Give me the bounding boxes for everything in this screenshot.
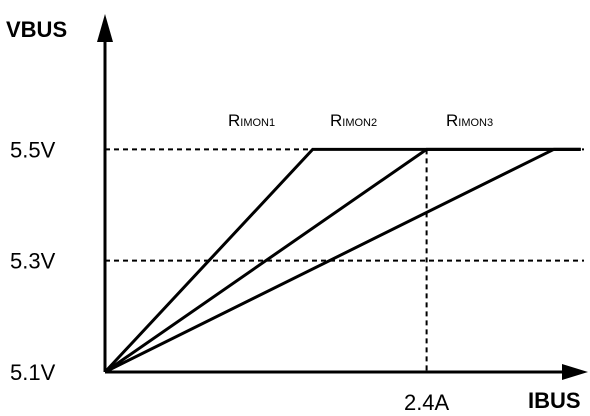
series-lines <box>103 147 581 374</box>
series-label-sub: IMON2 <box>342 117 377 129</box>
series-label-main: R <box>446 111 458 130</box>
y-axis-label: VBUS <box>6 17 67 42</box>
x-tick-label-2.4: 2.4A <box>404 390 450 415</box>
series-line-rimon2 <box>104 147 581 374</box>
series-label-main: R <box>228 111 240 130</box>
x-axis-arrow <box>562 364 588 380</box>
series-label-rimon3: RIMON3 <box>446 111 493 130</box>
y-axis-arrow <box>97 14 113 42</box>
axes <box>97 14 588 380</box>
series-label-rimon2: RIMON2 <box>330 111 377 130</box>
series-label-main: R <box>330 111 342 130</box>
series-label-sub: IMON3 <box>458 117 493 129</box>
series-labels: RIMON1 RIMON2 RIMON3 <box>228 111 493 130</box>
series-line-rimon3 <box>104 147 581 374</box>
y-tick-label-5.5: 5.5V <box>10 137 56 162</box>
reference-lines <box>105 148 584 372</box>
tick-labels: 5.1V 5.3V 5.5V 2.4A <box>10 137 450 415</box>
series-label-sub: IMON1 <box>240 117 275 129</box>
y-tick-label-5.3: 5.3V <box>10 249 56 274</box>
x-axis-label: IBUS <box>528 388 581 413</box>
y-tick-label-5.1: 5.1V <box>10 360 56 385</box>
series-label-rimon1: RIMON1 <box>228 111 275 130</box>
